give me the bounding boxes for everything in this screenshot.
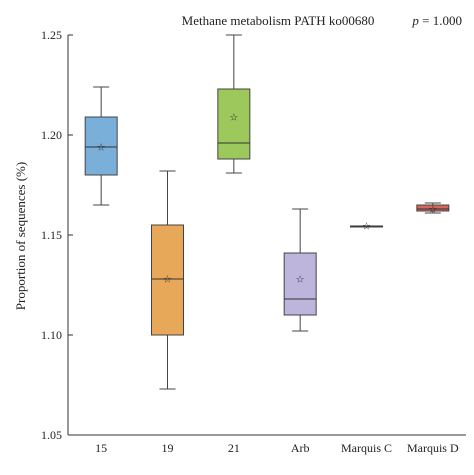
x-tick-label: 15 — [95, 441, 107, 455]
y-tick-label: 1.05 — [41, 428, 62, 442]
box-iqr — [151, 224, 184, 336]
box-iqr — [416, 204, 450, 212]
box-series: ☆ ☆ ☆ ☆ ☆ ☆ — [84, 34, 450, 390]
box-group: ☆ — [151, 170, 184, 390]
y-tick-label: 1.20 — [41, 128, 62, 142]
box-group: ☆ — [350, 222, 383, 233]
y-tick-label: 1.15 — [41, 228, 62, 242]
box-group: ☆ — [283, 208, 317, 332]
box-iqr — [84, 116, 118, 176]
mean-marker: ☆ — [163, 275, 172, 286]
x-tick-label: 19 — [162, 441, 174, 455]
y-tick-label: 1.10 — [41, 328, 62, 342]
box-group: ☆ — [84, 86, 118, 206]
x-tick-label: Marquis D — [407, 441, 459, 455]
mean-marker: ☆ — [296, 275, 305, 286]
chart-title: Methane metabolism PATH ko00680 — [182, 13, 375, 28]
mean-marker: ☆ — [97, 143, 106, 154]
mean-marker: ☆ — [229, 113, 238, 124]
box-group: ☆ — [416, 202, 450, 216]
mean-marker: ☆ — [362, 222, 371, 233]
x-tick-label: 21 — [228, 441, 240, 455]
mean-marker: ☆ — [428, 205, 437, 216]
box-iqr — [217, 88, 251, 160]
x-tick-label: Arb — [291, 441, 310, 455]
box-iqr — [283, 252, 317, 316]
axes: 1.05 1.10 1.15 1.20 1.25 15 19 21 Arb Marquis C Ma… — [41, 28, 466, 455]
y-tick-label: 1.25 — [41, 28, 62, 42]
x-tick-label: Marquis C — [341, 441, 392, 455]
box-group: ☆ — [217, 34, 251, 174]
y-axis-label: Proportion of sequences (%) — [13, 162, 28, 310]
p-value-label: p = 1.000 — [411, 13, 462, 28]
